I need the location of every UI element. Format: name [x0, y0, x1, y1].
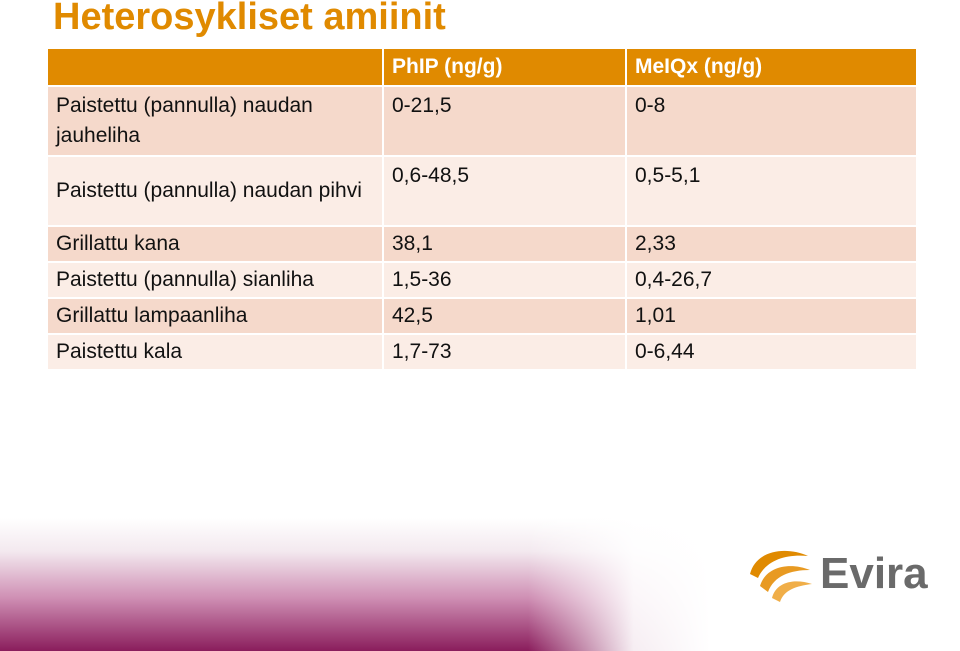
phip-cell: 0-21,5 [382, 85, 627, 157]
slide-title: Heterosykliset amiinit [53, 0, 446, 38]
table-row: Paistettu (pannulla) sianliha 1,5-36 0,4… [46, 261, 918, 299]
header-meiqx: MeIQx (ng/g) [625, 47, 918, 87]
food-cell: Paistettu (pannulla) naudan jauheliha [46, 85, 384, 157]
phip-cell: 1,5-36 [382, 261, 627, 299]
meiqx-cell: 0,4-26,7 [625, 261, 918, 299]
table-row: Paistettu kala 1,7-73 0-6,44 [46, 333, 918, 371]
table-row: Grillattu lampaanliha 42,5 1,01 [46, 297, 918, 335]
phip-cell: 0,6-48,5 [382, 155, 627, 227]
meiqx-cell: 0-6,44 [625, 333, 918, 371]
meiqx-cell: 0,5-5,1 [625, 155, 918, 227]
table-row: Grillattu kana 38,1 2,33 [46, 225, 918, 263]
table-row: Paistettu (pannulla) naudan jauheliha 0-… [46, 85, 918, 157]
evira-swirl-logo-icon [750, 550, 812, 602]
food-cell: Paistettu kala [46, 333, 384, 371]
phip-cell: 42,5 [382, 297, 627, 335]
amines-table: PhIP (ng/g) MeIQx (ng/g) Paistettu (pann… [46, 47, 918, 371]
phip-cell: 1,7-73 [382, 333, 627, 371]
food-cell: Grillattu lampaanliha [46, 297, 384, 335]
food-cell: Paistettu (pannulla) naudan pihvi [46, 155, 384, 227]
logo-wordmark: Evira [820, 549, 928, 598]
meiqx-cell: 2,33 [625, 225, 918, 263]
header-phip: PhIP (ng/g) [382, 47, 627, 87]
meiqx-cell: 0-8 [625, 85, 918, 157]
phip-cell: 38,1 [382, 225, 627, 263]
food-cell: Grillattu kana [46, 225, 384, 263]
food-cell: Paistettu (pannulla) sianliha [46, 261, 384, 299]
evira-logo: Evira [746, 544, 928, 604]
table-row: Paistettu (pannulla) naudan pihvi 0,6-48… [46, 155, 918, 227]
meiqx-cell: 1,01 [625, 297, 918, 335]
table-header-row: PhIP (ng/g) MeIQx (ng/g) [46, 47, 918, 87]
header-food [46, 47, 384, 87]
